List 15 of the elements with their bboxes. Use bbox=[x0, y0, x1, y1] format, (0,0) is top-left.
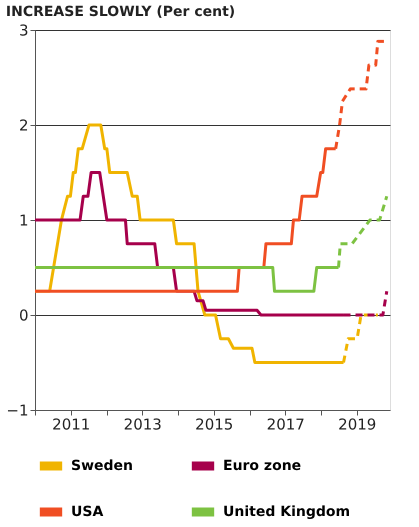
x-tick-label: 2017 bbox=[266, 416, 305, 434]
y-tick-label: −1 bbox=[6, 402, 28, 420]
legend-label: Sweden bbox=[71, 458, 133, 474]
x-tick-label: 2019 bbox=[338, 416, 376, 434]
x-tick-label: 2011 bbox=[52, 416, 90, 434]
legend-label: United Kingdom bbox=[223, 504, 350, 520]
chart-title: INCREASE SLOWLY (Per cent) bbox=[6, 4, 236, 20]
y-tick-label: 1 bbox=[18, 212, 28, 230]
y-tick-label: 3 bbox=[18, 22, 28, 40]
legend-label: Euro zone bbox=[223, 458, 302, 474]
x-tick-label: 2015 bbox=[195, 416, 234, 434]
y-tick-label: 0 bbox=[18, 306, 28, 324]
x-tick-label: 2013 bbox=[124, 416, 162, 434]
legend-label: USA bbox=[71, 504, 104, 520]
y-tick-label: 2 bbox=[18, 116, 28, 134]
